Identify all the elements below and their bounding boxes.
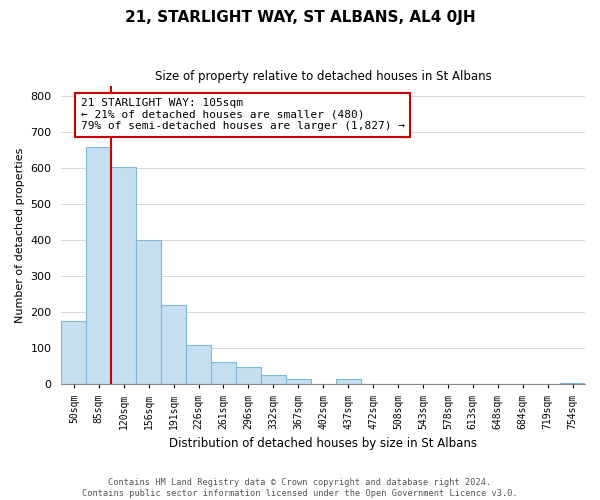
Bar [261, 376, 286, 384]
Bar [211, 362, 236, 384]
Bar [186, 345, 211, 385]
Bar [136, 240, 161, 384]
Bar [61, 322, 86, 384]
Bar [161, 305, 186, 384]
Text: 21 STARLIGHT WAY: 105sqm
← 21% of detached houses are smaller (480)
79% of semi-: 21 STARLIGHT WAY: 105sqm ← 21% of detach… [81, 98, 405, 132]
Text: 21, STARLIGHT WAY, ST ALBANS, AL4 0JH: 21, STARLIGHT WAY, ST ALBANS, AL4 0JH [125, 10, 475, 25]
Bar [560, 382, 585, 384]
Bar [236, 367, 261, 384]
Bar [335, 378, 361, 384]
Bar [111, 166, 136, 384]
Title: Size of property relative to detached houses in St Albans: Size of property relative to detached ho… [155, 70, 491, 83]
Text: Contains HM Land Registry data © Crown copyright and database right 2024.
Contai: Contains HM Land Registry data © Crown c… [82, 478, 518, 498]
X-axis label: Distribution of detached houses by size in St Albans: Distribution of detached houses by size … [169, 437, 477, 450]
Y-axis label: Number of detached properties: Number of detached properties [15, 148, 25, 322]
Bar [286, 380, 311, 384]
Bar [86, 147, 111, 384]
